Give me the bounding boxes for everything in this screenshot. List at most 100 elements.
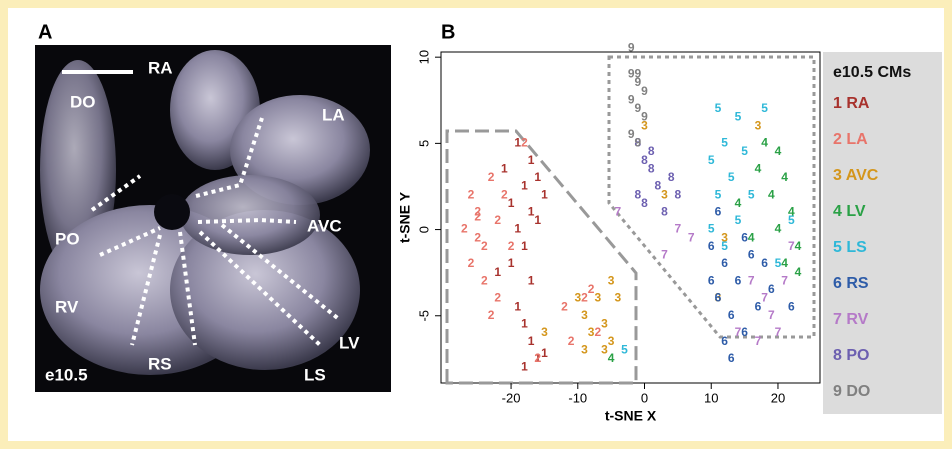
point: 1 <box>514 222 521 236</box>
point: 4 <box>795 239 802 253</box>
region-label: LA <box>322 105 345 124</box>
point: 1 <box>534 213 541 227</box>
point: 1 <box>541 346 548 360</box>
point: 1 <box>514 299 521 313</box>
y-tick-label: 5 <box>416 140 431 147</box>
point: 2 <box>474 205 481 219</box>
point: 1 <box>494 265 501 279</box>
point: 9 <box>628 92 635 106</box>
point: 2 <box>468 187 475 201</box>
point: 2 <box>494 213 501 227</box>
point: 6 <box>721 334 728 348</box>
point: 1 <box>514 136 521 150</box>
point: 7 <box>781 273 788 287</box>
point: 9 <box>634 67 641 81</box>
point: 6 <box>708 273 715 287</box>
legend-entry: 5 LS <box>833 239 867 256</box>
point: 3 <box>641 118 648 132</box>
legend-box <box>823 52 942 414</box>
cluster-outline <box>607 55 816 339</box>
legend-entry: 7 RV <box>833 311 869 328</box>
point: 4 <box>788 205 795 219</box>
point: 4 <box>768 187 775 201</box>
point: 2 <box>581 291 588 305</box>
point: 3 <box>581 308 588 322</box>
point: 7 <box>768 308 775 322</box>
point: 5 <box>721 136 728 150</box>
point: 3 <box>588 325 595 339</box>
point: 6 <box>768 282 775 296</box>
y-tick-label: 10 <box>416 50 431 64</box>
region-label: AVC <box>307 216 342 235</box>
point: 6 <box>755 299 762 313</box>
point: 1 <box>521 179 528 193</box>
point: 2 <box>461 222 468 236</box>
point: 2 <box>468 256 475 270</box>
point: 4 <box>781 170 788 184</box>
point: 5 <box>621 342 628 356</box>
point: 8 <box>648 144 655 158</box>
point: 8 <box>634 136 641 150</box>
panel-letter: B <box>441 21 455 43</box>
point: 5 <box>715 187 722 201</box>
stage-label: e10.5 <box>45 365 88 384</box>
point: 6 <box>741 230 748 244</box>
point: 1 <box>508 196 515 210</box>
region-label: DO <box>70 92 96 111</box>
point: 1 <box>521 239 528 253</box>
region-label: PO <box>55 229 80 248</box>
point: 1 <box>534 170 541 184</box>
point: 7 <box>661 248 668 262</box>
point: 7 <box>688 230 695 244</box>
point: 6 <box>761 256 768 270</box>
point: 6 <box>721 256 728 270</box>
legend-entry: 3 AVC <box>833 167 879 184</box>
x-tick-label: 20 <box>771 390 785 405</box>
point: 2 <box>488 170 495 184</box>
point: 3 <box>581 342 588 356</box>
point: 7 <box>761 291 768 305</box>
point: 6 <box>715 205 722 219</box>
legend-entry: 9 DO <box>833 383 870 400</box>
point: 3 <box>661 187 668 201</box>
point: 4 <box>608 351 615 365</box>
point: 9 <box>628 127 635 141</box>
point: 4 <box>748 230 755 244</box>
point: 5 <box>715 101 722 115</box>
point: 2 <box>594 325 601 339</box>
plot-frame <box>440 51 821 384</box>
y-tick-label: 0 <box>416 226 431 233</box>
point: 8 <box>634 187 641 201</box>
point: 1 <box>501 161 508 175</box>
point: 9 <box>628 67 635 81</box>
point: 5 <box>708 153 715 167</box>
region-label: LS <box>304 365 326 384</box>
point: 3 <box>755 118 762 132</box>
point: 3 <box>601 317 608 331</box>
point: 2 <box>521 136 528 150</box>
point: 2 <box>588 282 595 296</box>
legend-entry: 2 LA <box>833 131 868 148</box>
point: 8 <box>641 153 648 167</box>
point: 5 <box>735 213 742 227</box>
point: 2 <box>474 230 481 244</box>
point: 1 <box>521 317 528 331</box>
point: 1 <box>541 187 548 201</box>
point: 1 <box>528 273 535 287</box>
point: 8 <box>668 170 675 184</box>
point: 9 <box>634 136 641 150</box>
point: 7 <box>788 239 795 253</box>
point: 3 <box>594 291 601 305</box>
x-tick-label: 0 <box>641 390 648 405</box>
point: 5 <box>748 187 755 201</box>
point: 1 <box>528 153 535 167</box>
legend-entry: 6 RS <box>833 275 869 292</box>
point: 8 <box>648 161 655 175</box>
point: 3 <box>614 291 621 305</box>
y-axis-label: t-SNE Y <box>397 191 413 243</box>
x-tick-label: -20 <box>502 390 521 405</box>
point: 5 <box>708 222 715 236</box>
point: 4 <box>761 136 768 150</box>
point: 8 <box>641 196 648 210</box>
